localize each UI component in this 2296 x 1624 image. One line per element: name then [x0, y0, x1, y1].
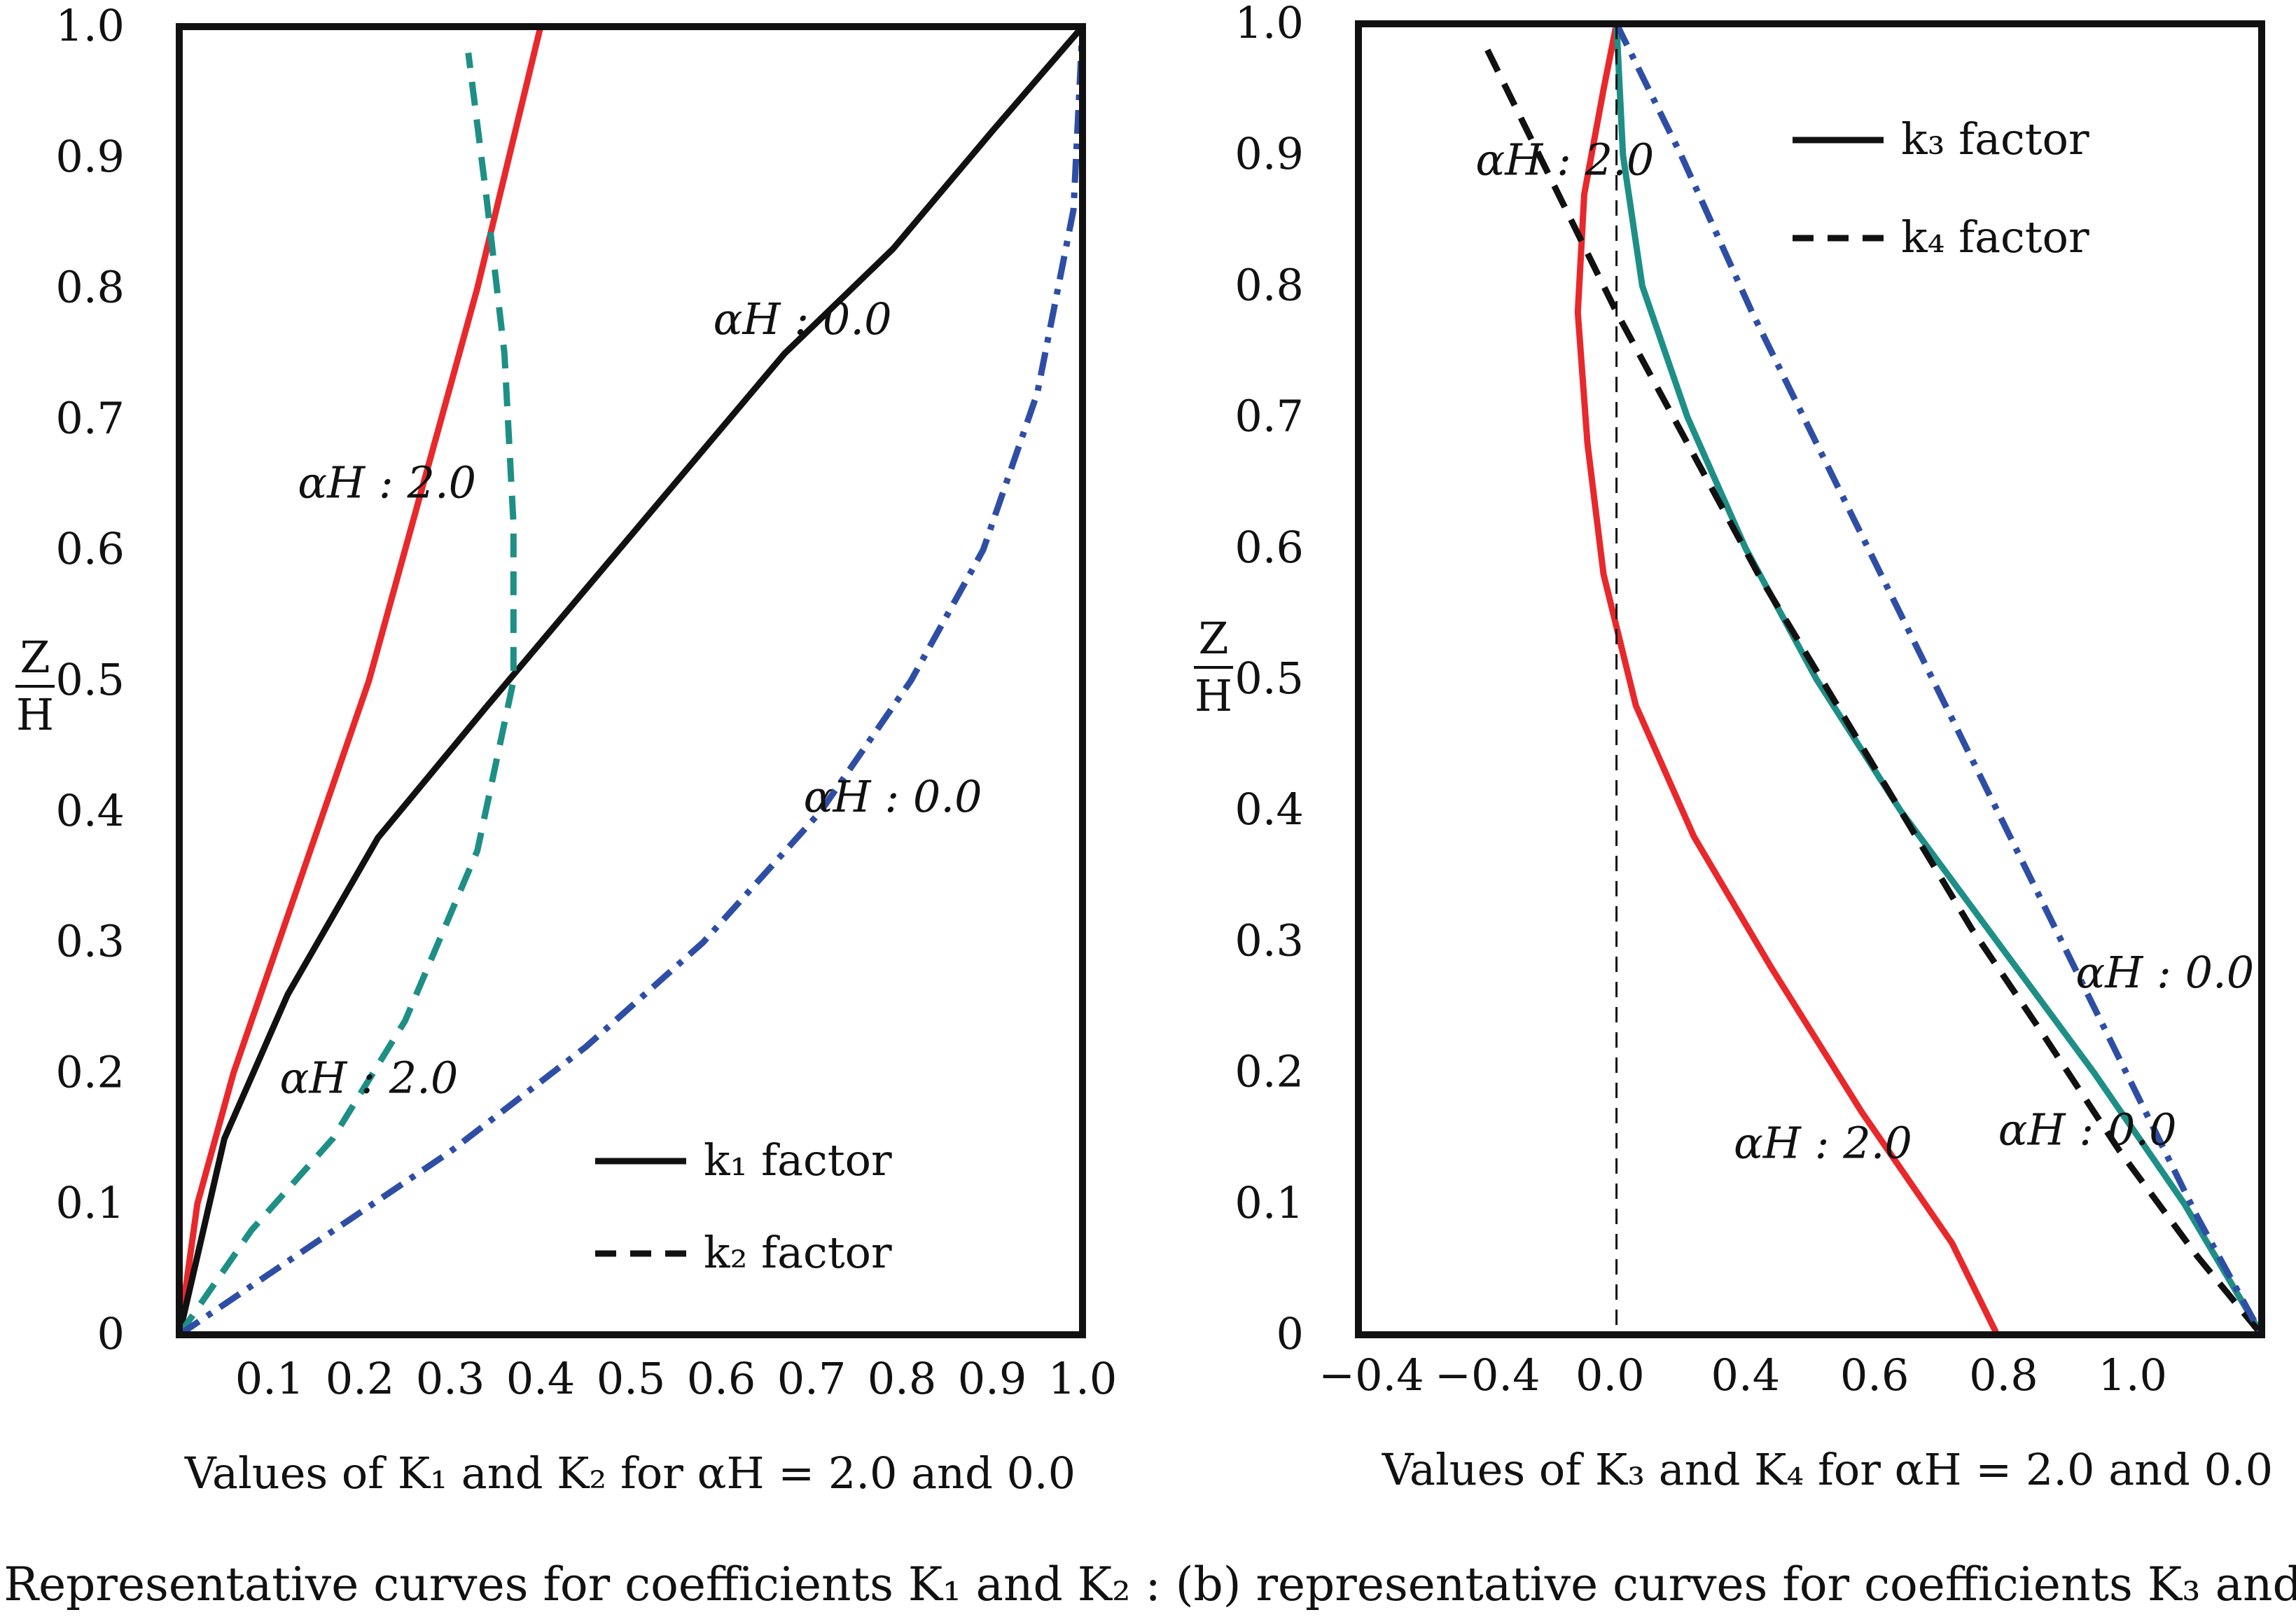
y-tick-label: 0.7	[55, 392, 125, 443]
panel-b-chart: 0 0.1 0.2 0.3 0.4 0.5 0.6 0.7 0.8 0.9 1.0 −0.4 −0.4 0…	[1194, 0, 2273, 1495]
series-line-2	[1613, 23, 2264, 1337]
series-line-3	[176, 52, 517, 1337]
y-tick-label: 0	[97, 1308, 125, 1359]
y-tick-label: 0.5	[55, 654, 125, 705]
x-tick-label: −0.4	[1319, 1349, 1424, 1401]
curve-annotation: αH : 2.0	[298, 457, 476, 508]
y-tick-label: 0.7	[1234, 391, 1304, 442]
x-tick-label: 0.7	[777, 1353, 847, 1404]
y-axis-label-numerator: Z	[1198, 613, 1228, 664]
curve-annotation: αH : 2.0	[1734, 1117, 1912, 1168]
x-axis-label: Values of K₁ and K₂ for αH = 2.0 and 0.0	[184, 1448, 1076, 1499]
y-tick-label: 0.2	[1234, 1046, 1304, 1097]
plot-frame	[1355, 20, 2265, 1338]
series-line-3	[1484, 48, 2264, 1337]
x-tick-label: 0.8	[1969, 1349, 2038, 1401]
curve-annotation: αH : 2.0	[1475, 134, 1654, 185]
x-axis-label: Values of K₃ and K₄ for αH = 2.0 and 0.0	[1382, 1444, 2273, 1495]
x-tick-label: 0.4	[506, 1353, 576, 1404]
series-line-1	[1574, 23, 2001, 1336]
panel-a-chart: 0 0.1 0.2 0.3 0.4 0.5 0.6 0.7 0.8 0.9 1.0 0.1 0.2 0.3…	[15, 0, 1117, 1499]
x-tick-label: 0.2	[326, 1353, 395, 1404]
x-tick-label: 0.8	[868, 1353, 937, 1404]
legend-label-2: k₂ factor	[704, 1227, 892, 1278]
y-tick-label: 0.9	[1234, 128, 1304, 179]
series-line-1	[176, 25, 544, 1335]
x-tick-label: 0.6	[687, 1353, 756, 1404]
x-tick-label: 0.5	[597, 1353, 666, 1404]
x-tick-label: 0.6	[1840, 1349, 1909, 1401]
y-tick-label: 0.1	[55, 1177, 125, 1228]
y-tick-label: 0.6	[1234, 522, 1304, 573]
y-tick-label: 0.3	[55, 916, 125, 967]
y-tick-label: 1.0	[1234, 0, 1304, 48]
curve-annotation: αH : 0.0	[714, 293, 892, 345]
curve-annotation: αH : 0.0	[2075, 947, 2254, 998]
series-line-2	[176, 25, 1085, 1336]
plot-frame	[176, 23, 1086, 1338]
y-tick-label: 0.4	[55, 785, 125, 836]
x-tick-label: 0.0	[1575, 1349, 1645, 1401]
y-tick-label: 0.1	[1234, 1177, 1304, 1228]
y-tick-label: 0.9	[55, 131, 125, 182]
y-tick-label: 1.0	[55, 0, 125, 51]
y-tick-label: 0.2	[55, 1046, 125, 1097]
y-tick-label: 0.4	[1234, 784, 1304, 835]
legend-label-1: k₁ factor	[704, 1134, 892, 1186]
series-line-4	[177, 26, 1086, 1338]
curve-annotation: αH : 0.0	[804, 771, 982, 822]
curve-annotation: αH : 2.0	[279, 1052, 458, 1103]
x-tick-label: −0.4	[1435, 1349, 1540, 1401]
y-tick-label: 0.6	[55, 523, 125, 574]
curve-annotation: αH : 0.0	[1998, 1104, 2177, 1155]
figure-caption: (a) Representative curves for coefficien…	[0, 1557, 2296, 1611]
y-tick-label: 0	[1276, 1308, 1304, 1359]
x-tick-label: 0.3	[416, 1353, 485, 1404]
x-tick-label: 0.1	[235, 1353, 305, 1404]
y-tick-label: 0.5	[1234, 653, 1304, 704]
x-tick-label: 0.9	[958, 1353, 1027, 1404]
legend-label-1: k₃ factor	[1901, 113, 2089, 165]
x-tick-label: 0.4	[1711, 1349, 1781, 1401]
y-tick-label: 0.8	[55, 262, 125, 313]
x-tick-label: 1.0	[2098, 1349, 2167, 1401]
legend-label-2: k₄ factor	[1901, 211, 2089, 263]
x-tick-label: 1.0	[1048, 1353, 1118, 1404]
y-axis-label-denominator: H	[16, 689, 54, 740]
y-tick-label: 0.3	[1234, 915, 1304, 966]
y-axis-label-numerator: Z	[20, 632, 50, 683]
y-tick-label: 0.8	[1234, 259, 1304, 310]
y-axis-label-denominator: H	[1195, 670, 1232, 721]
series-line-4	[1613, 22, 2264, 1337]
